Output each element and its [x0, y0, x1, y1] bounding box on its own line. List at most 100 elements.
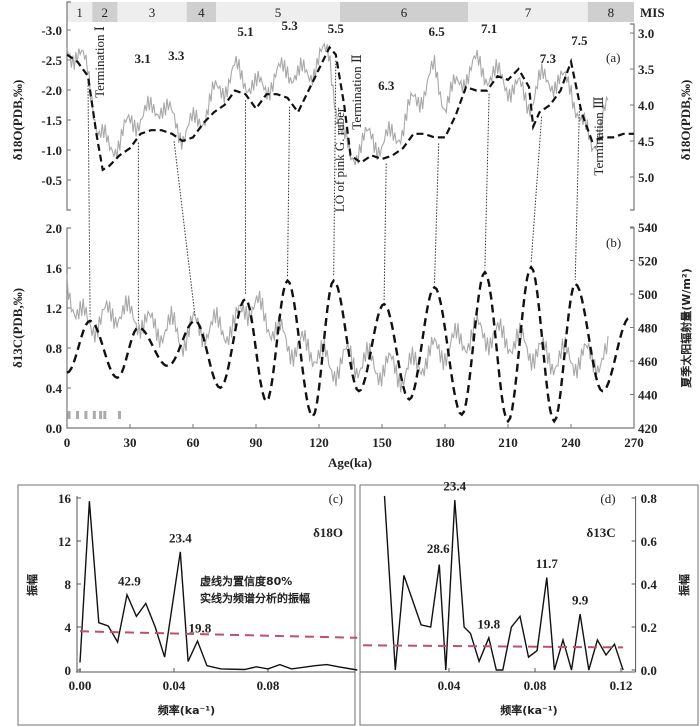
mis-stage-label: 8: [608, 5, 615, 20]
correlation-line: [574, 108, 580, 280]
panel-b: 2.0 1.6 1.2 0.8 0.4 0.0 540 520 500 480 460 440 420 0…: [10, 60, 693, 470]
mis-label: MIS: [640, 5, 665, 20]
panel-a: 1 2 3 4 5 6 7 8 MIS -3.0 -2.5 -2.0 -1.5 -1.0 -0.5 3.0 3.…: [10, 1, 693, 212]
mis-stage-label: 1: [76, 5, 83, 20]
dating-mark: [103, 411, 107, 419]
y-tick-label-right-a: 4.5: [638, 134, 655, 149]
panel-d: 0.0 0.2 0.4 0.6 0.8 0.04 0.08 0.12 频率(ka⁻¹) 振幅 28.…: [359, 479, 699, 726]
peak-label: 23.4: [169, 530, 192, 545]
mis-stage-label: 3: [149, 5, 156, 20]
y-tick-label: 0.2: [641, 620, 657, 635]
y-axis-label: 振幅: [25, 574, 39, 596]
peak-label: 28.6: [427, 541, 450, 556]
x-tick-label-b: 60: [187, 435, 200, 450]
y-tick-label-left-a: -3.0: [41, 23, 62, 38]
mis-stage-label: 4: [198, 5, 205, 20]
y-tick-label: 0.0: [641, 663, 657, 678]
correlation-line: [333, 60, 337, 277]
substage-label: 5.1: [237, 24, 253, 39]
y-tick-label-left-b: 0.4: [46, 381, 63, 396]
spectrum-title: δ13C: [586, 525, 615, 540]
y-tick-label-right-b: 540: [638, 220, 658, 235]
panel-label-b: (b): [606, 235, 621, 250]
y-tick-label-right-a: 3.5: [638, 62, 655, 77]
y-tick-label: 4: [65, 620, 72, 635]
x-tick-label-b: 240: [561, 435, 581, 450]
x-tick-label-b: 270: [624, 435, 644, 450]
mis-stage-band: [117, 2, 187, 22]
substage-label: 6.5: [428, 24, 445, 39]
y-tick-label-left-a: -2.5: [41, 53, 62, 68]
substage-label: 5.3: [281, 18, 298, 33]
y-tick-label-left-b: 0.8: [46, 341, 63, 356]
x-tick-label: 0.04: [438, 678, 461, 693]
correlation-line: [530, 116, 543, 264]
dating-mark: [92, 411, 96, 419]
substage-label: 7.5: [571, 33, 588, 48]
panel-c: 0 4 8 12 16 0.00 0.04 0.08 频率(ka⁻¹) 振幅 42.9 23.4 19.…: [17, 484, 358, 726]
y-axis-label-left-b: δ13C(PDB,‰): [10, 288, 25, 368]
confidence-80-line: [362, 644, 624, 649]
mis-stage-label: 6: [401, 5, 408, 20]
y-axis-label-right-a: δ18O(PDB,‰): [678, 80, 693, 161]
y-tick-label-right-b: 420: [638, 421, 658, 436]
y-tick-label: 0: [65, 663, 72, 678]
x-tick-label: 0.00: [69, 678, 92, 693]
substage-label: 3.1: [134, 51, 150, 66]
y-tick-label-left-b: 2.0: [46, 221, 62, 236]
y-tick-label-right-b: 460: [638, 354, 658, 369]
y-tick-label-left-a: -0.5: [41, 173, 62, 188]
y-tick-label-left-b: 1.2: [46, 301, 62, 316]
peak-label: 9.9: [572, 593, 589, 608]
y-tick-label-right-a: 4.0: [638, 98, 654, 113]
substage-label: 3.3: [168, 48, 185, 63]
panel-label: (c): [329, 491, 343, 506]
y-tick-label-right-a: 5.0: [638, 170, 654, 185]
x-tick-label: 0.12: [610, 678, 633, 693]
y-tick-label: 0.8: [641, 491, 658, 506]
lo-pink-g-ruber-label: LO of pink G. ruber: [332, 107, 347, 212]
panel-frame: [359, 484, 699, 726]
correlation-line: [173, 141, 196, 317]
y-axis-label-left-a: δ18O(PDB,‰): [10, 80, 25, 161]
y-tick-label-left-a: -2.0: [41, 83, 62, 98]
mis-stage-band: [92, 2, 118, 22]
mis-stage-band: [468, 2, 588, 22]
substage-label: 6.3: [378, 78, 395, 93]
y-tick-label-left-a: -1.0: [41, 143, 62, 158]
termination-3-label: Termination Ⅲ: [591, 96, 606, 175]
correlation-line: [87, 82, 91, 317]
panel-label-a: (a): [606, 50, 620, 65]
legend-dashed-text: 虚线为置信度80%: [200, 574, 292, 588]
correlation-line: [383, 163, 387, 301]
mis-stage-band: [216, 2, 340, 22]
x-tick-label: 0.04: [163, 678, 186, 693]
dating-mark: [99, 411, 103, 419]
substage-label: 7.3: [540, 51, 557, 66]
peak-label: 19.8: [188, 621, 211, 636]
panel-frame: [17, 484, 356, 726]
mis-stage-band: [186, 2, 217, 22]
mis-stage-label: 7: [525, 5, 532, 20]
correlation-line: [287, 106, 291, 277]
mis-stage-band: [587, 2, 634, 22]
x-tick-label-b: 30: [124, 435, 137, 450]
y-tick-label: 12: [58, 534, 71, 549]
y-tick-label: 0.4: [641, 577, 658, 592]
peak-label: 23.4: [443, 479, 466, 494]
y-tick-label: 8: [65, 577, 72, 592]
correlation-line: [434, 143, 440, 284]
y-tick-label-right-b: 480: [638, 321, 658, 336]
y-tick-label-right-b: 500: [638, 287, 658, 302]
y-axis-label: 振幅: [677, 574, 691, 596]
y-tick-label: 16: [58, 491, 72, 506]
spectrum-title: δ18O: [313, 525, 343, 540]
x-tick-label-b: 150: [372, 435, 392, 450]
y-tick-label-right-b: 440: [638, 388, 658, 403]
series-d13c-gray: [66, 274, 609, 393]
y-tick-label: 0.6: [641, 534, 658, 549]
peak-label: 19.8: [477, 616, 500, 631]
x-tick-label-b: 90: [250, 435, 263, 450]
y-tick-label-right-a: 3.0: [638, 26, 654, 41]
